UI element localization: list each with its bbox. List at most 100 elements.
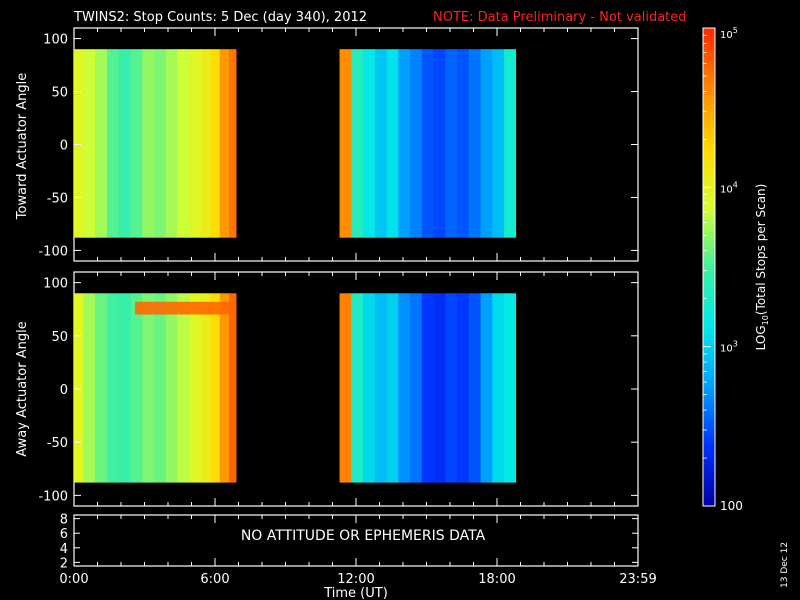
y-tick-label: -50 xyxy=(47,191,68,206)
heatmap-column xyxy=(374,49,387,238)
y-tick-label: 0 xyxy=(60,139,68,154)
x-tick-label: 0:00 xyxy=(59,572,88,587)
heatmap-column xyxy=(189,49,202,238)
heatmap-column xyxy=(200,49,211,238)
heatmap-column xyxy=(106,293,119,483)
ephemeris-message: NO ATTITUDE OR EPHEMERIS DATA xyxy=(241,528,486,544)
heatmap-column xyxy=(200,293,211,483)
y-tick-label: -100 xyxy=(38,244,68,259)
x-axis-label: Time (UT) xyxy=(323,586,388,600)
colorbar-tick-base: 10 xyxy=(720,344,733,355)
heatmap-column xyxy=(106,49,119,238)
colorbar-label: LOG10(Total Stops per Scan) xyxy=(754,184,770,351)
heatmap-column xyxy=(95,293,108,483)
heatmap-column xyxy=(118,293,131,483)
colorbar-tick-label: 105 xyxy=(720,26,738,41)
x-tick-label: 6:00 xyxy=(200,572,229,587)
heatmap-column xyxy=(118,49,131,238)
colorbar-label-tail: (Total Stops per Scan) xyxy=(754,184,768,315)
y-tick-label: -50 xyxy=(47,436,68,451)
heatmap-band xyxy=(135,301,234,315)
heatmap-column xyxy=(130,49,143,238)
heatmap-column xyxy=(421,49,434,238)
heatmap-column xyxy=(177,49,190,238)
colorbar xyxy=(702,27,716,507)
heatmap-column xyxy=(480,293,493,483)
colorbar-tick-exp: 5 xyxy=(733,26,738,35)
colorbar-tick-label: 104 xyxy=(720,180,738,195)
heatmap-column xyxy=(142,49,155,238)
heatmap-column xyxy=(457,49,470,238)
heatmap-column xyxy=(219,293,230,483)
heatmap-column xyxy=(468,49,481,238)
heatmap-column xyxy=(492,49,505,238)
heatmap-column xyxy=(210,49,220,238)
heatmap-column xyxy=(398,293,411,483)
heatmap-column xyxy=(386,49,399,238)
preliminary-note: NOTE: Data Preliminary - Not validated xyxy=(433,10,687,25)
heatmap-column xyxy=(421,293,434,483)
heatmap-column xyxy=(177,293,190,483)
colorbar-tick-base: 10 xyxy=(720,30,733,41)
heatmap-column xyxy=(219,49,230,238)
heatmap-column xyxy=(210,293,220,483)
heatmap-column xyxy=(445,49,458,238)
heatmap-column xyxy=(492,293,505,483)
heatmap-column xyxy=(410,49,423,238)
heatmap-column xyxy=(95,49,108,238)
heatmap-column xyxy=(165,49,178,238)
heatmap-column xyxy=(74,293,84,483)
heatmap-column xyxy=(83,49,96,238)
eph-y-tick-label: 8 xyxy=(60,513,68,528)
heatmap-column xyxy=(468,293,481,483)
colorbar-label-main: LOG xyxy=(754,325,768,350)
eph-y-tick-label: 2 xyxy=(60,556,68,571)
x-tick-label: 18:00 xyxy=(478,572,515,587)
heatmap-column xyxy=(398,49,411,238)
y-tick-label: 100 xyxy=(43,277,68,292)
colorbar-label-sub: 10 xyxy=(761,315,770,325)
heatmap-column xyxy=(339,293,352,483)
away-ylabel: Away Actuator Angle xyxy=(15,321,30,456)
y-tick-label: 50 xyxy=(51,330,68,345)
heatmap-column xyxy=(165,293,178,483)
side-date: 13 Dec 12 xyxy=(780,542,790,588)
heatmap-column xyxy=(374,293,387,483)
heatmap-column xyxy=(153,293,166,483)
heatmap-column xyxy=(189,293,202,483)
x-tick-label: 12:00 xyxy=(337,572,374,587)
colorbar-tick-base: 10 xyxy=(720,184,733,195)
heatmap-column xyxy=(386,293,399,483)
heatmap-column xyxy=(433,49,446,238)
figure-title: TWINS2: Stop Counts: 5 Dec (day 340), 20… xyxy=(73,10,367,25)
heatmap-column xyxy=(351,293,364,483)
colorbar-tick-label: 103 xyxy=(720,340,738,355)
eph-y-tick-label: 4 xyxy=(60,542,68,557)
heatmap-column xyxy=(339,49,352,238)
y-tick-label: -100 xyxy=(38,489,68,504)
toward-heatmap xyxy=(74,49,517,238)
heatmap-column xyxy=(504,49,517,238)
heatmap-column xyxy=(229,293,237,483)
heatmap-column xyxy=(410,293,423,483)
heatmap-column xyxy=(457,293,470,483)
colorbar-tick-exp: 3 xyxy=(733,340,738,349)
heatmap-column xyxy=(130,293,143,483)
heatmap-column xyxy=(363,293,376,483)
heatmap-column xyxy=(83,293,96,483)
heatmap-column xyxy=(153,49,166,238)
away-heatmap xyxy=(74,293,517,483)
heatmap-column xyxy=(142,293,155,483)
heatmap-column xyxy=(363,49,376,238)
x-tick-label: 23:59 xyxy=(619,572,656,587)
y-tick-label: 0 xyxy=(60,383,68,398)
colorbar-tick-label: 100 xyxy=(720,499,743,513)
heatmap-column xyxy=(445,293,458,483)
heatmap-column xyxy=(74,49,84,238)
y-tick-label: 50 xyxy=(51,86,68,101)
toward-ylabel: Toward Actuator Angle xyxy=(15,73,30,220)
heatmap-column xyxy=(504,293,517,483)
